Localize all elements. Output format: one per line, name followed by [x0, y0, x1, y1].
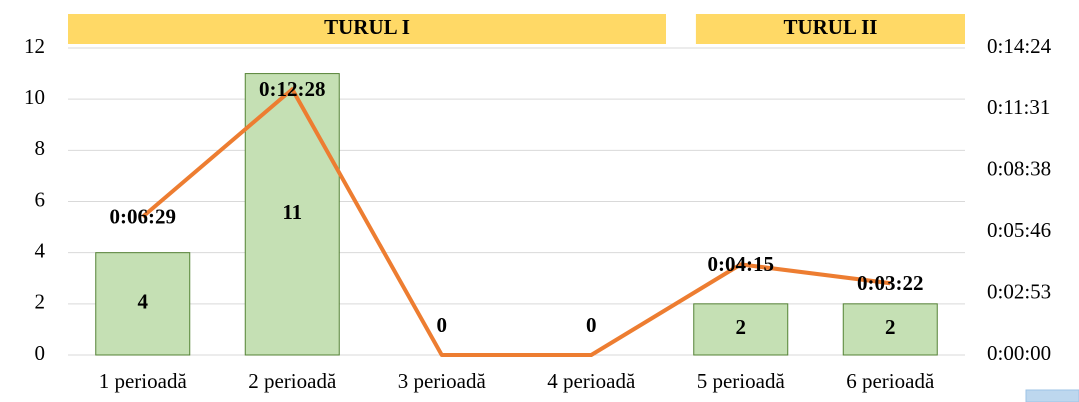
- y2-tick-label: 0:02:53: [987, 279, 1051, 303]
- x-tick-label: 2 perioadă: [248, 369, 337, 393]
- y-tick-label: 6: [35, 187, 46, 211]
- y-tick-label: 0: [35, 341, 46, 365]
- bar-value-label: 11: [282, 200, 302, 224]
- line: [141, 87, 891, 357]
- y2-tick-label: 0:00:00: [987, 341, 1051, 365]
- x-tick-label: 4 perioadă: [547, 369, 636, 393]
- line-value-label: 0:03:22: [857, 271, 924, 295]
- bar: [842, 303, 938, 356]
- x-tick-label: 5 perioadă: [697, 369, 786, 393]
- y2-tick-label: 0:14:24: [987, 34, 1052, 58]
- bar: [693, 303, 789, 356]
- bar-value-label: 0: [586, 313, 597, 337]
- header-label: TURUL II: [783, 15, 877, 39]
- y-tick-label: 12: [24, 34, 45, 58]
- bar-value-label: 2: [736, 315, 747, 339]
- y2-tick-label: 0:05:46: [987, 218, 1051, 242]
- bar: [95, 252, 191, 356]
- line-value-label: 0:06:29: [110, 205, 177, 229]
- corner-decoration: [1025, 389, 1079, 402]
- header-label: TURUL I: [324, 15, 410, 39]
- bar-value-label: 0: [437, 313, 448, 337]
- y-tick-label: 2: [35, 290, 46, 314]
- y2-tick-label: 0:11:31: [987, 95, 1050, 119]
- y-tick-label: 8: [35, 136, 46, 160]
- bar-value-label: 4: [138, 290, 149, 314]
- y-tick-label: 10: [24, 85, 45, 109]
- header-band: [695, 14, 965, 44]
- y2-tick-label: 0:08:38: [987, 157, 1051, 181]
- x-tick-label: 6 perioadă: [846, 369, 935, 393]
- line-value-label: 0:04:15: [708, 252, 775, 276]
- bar-value-label: 2: [885, 315, 896, 339]
- bar: [244, 73, 340, 356]
- header-band: [68, 14, 666, 44]
- y-tick-label: 4: [35, 238, 46, 262]
- x-tick-label: 1 perioadă: [99, 369, 188, 393]
- line-value-label: 0:12:28: [259, 77, 326, 101]
- x-tick-label: 3 perioadă: [398, 369, 487, 393]
